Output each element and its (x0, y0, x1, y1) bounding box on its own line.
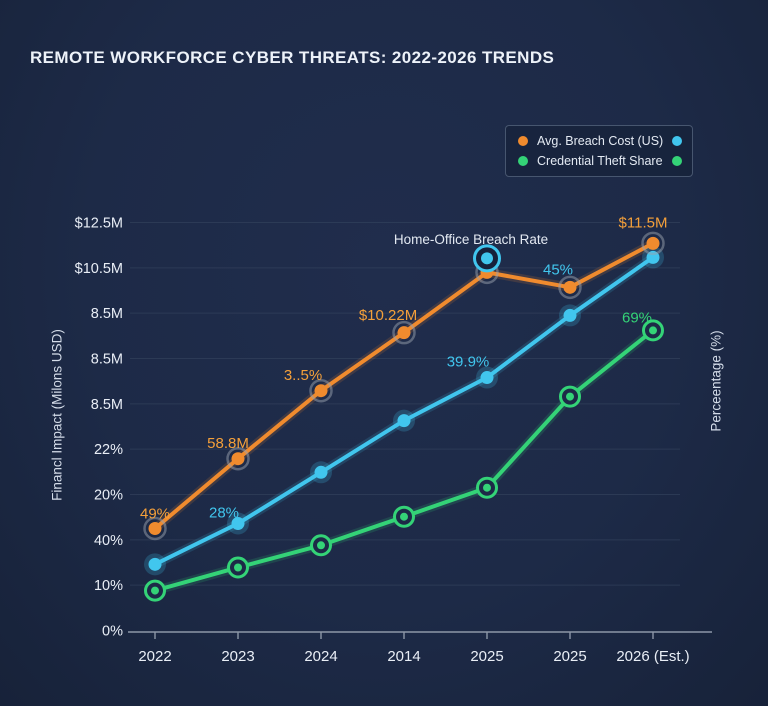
legend-orange-dot-icon (518, 136, 528, 146)
data-point[interactable] (234, 563, 242, 572)
data-point[interactable] (649, 326, 657, 335)
data-point[interactable] (151, 586, 159, 595)
point-label: 58.8M (207, 435, 249, 452)
data-point[interactable] (397, 326, 411, 340)
data-point[interactable] (231, 517, 245, 531)
data-point-ring (641, 231, 665, 256)
y-tick-label: 8.5M (91, 397, 123, 413)
data-point-ring (558, 275, 582, 300)
y-tick-label: 10% (94, 578, 123, 594)
y-tick-label: 8.5M (91, 306, 123, 322)
data-point[interactable] (563, 308, 577, 322)
y-tick-label: 20% (94, 488, 123, 504)
y-tick-label: $10.5M (75, 261, 123, 277)
data-point[interactable] (480, 371, 494, 385)
point-label: 28% (209, 505, 239, 522)
x-tick-label: 2022 (138, 648, 171, 665)
point-label: $10.22M (359, 307, 417, 324)
point-label: $11.5M (619, 215, 668, 232)
y-tick-label: 40% (94, 533, 123, 549)
data-point[interactable] (314, 465, 328, 479)
legend-green-dot-icon (518, 156, 528, 166)
point-label: 45% (543, 262, 573, 279)
data-point[interactable] (148, 557, 162, 571)
x-tick-label: 2025 (553, 648, 586, 665)
y-tick-label: 22% (94, 442, 123, 458)
legend-item-avg-breach-cost[interactable]: Avg. Breach Cost (US) (518, 134, 683, 148)
data-point-ring (309, 378, 333, 403)
y-tick-label: 0% (102, 624, 123, 640)
x-tick-label: 2023 (221, 648, 254, 665)
y-tick-label: 8.5M (91, 352, 123, 368)
data-point[interactable] (646, 236, 660, 250)
x-tick-label: 2014 (387, 648, 420, 665)
point-label: 39.9% (447, 354, 490, 371)
data-point[interactable] (314, 384, 328, 398)
point-label: 3..5% (284, 367, 322, 384)
y-axis-title-left: Financl Impact (Milons USD) (49, 329, 65, 501)
legend-label: Avg. Breach Cost (US) (537, 134, 664, 148)
data-point-ring (392, 320, 416, 345)
data-point[interactable] (231, 452, 245, 466)
point-label: 49% (140, 506, 170, 523)
x-tick-label: 2026 (Est.) (616, 648, 689, 665)
data-point[interactable] (563, 280, 577, 294)
data-point-ring (143, 516, 167, 541)
data-point[interactable] (483, 483, 491, 492)
data-point[interactable] (317, 541, 325, 550)
data-point[interactable] (397, 414, 411, 428)
legend-green-dot-icon (671, 156, 682, 166)
data-point-ring (226, 446, 250, 471)
x-tick-label: 2025 (470, 648, 503, 665)
y-tick-label: $12.5M (75, 216, 123, 232)
chart-title: REMOTE WORKFORCE CYBER THREATS: 2022-202… (30, 48, 555, 67)
data-point[interactable] (400, 512, 408, 521)
point-label: 69% (622, 310, 652, 327)
y-axis-title-right: Perceentage (%) (708, 330, 724, 432)
legend-cyan-dot-icon (672, 136, 683, 146)
data-point[interactable] (148, 522, 162, 536)
legend-label: Credential Theft Share (537, 154, 663, 168)
x-tick-label: 2024 (304, 648, 337, 665)
data-point[interactable] (566, 392, 574, 401)
legend-item-credential-theft-share[interactable]: Credential Theft Share (518, 154, 682, 168)
annotation-label: Home-Office Breach Rate (394, 232, 548, 247)
annotation-point[interactable] (481, 252, 493, 265)
legend-box: Avg. Breach Cost (US) Credential Theft S… (505, 125, 693, 177)
